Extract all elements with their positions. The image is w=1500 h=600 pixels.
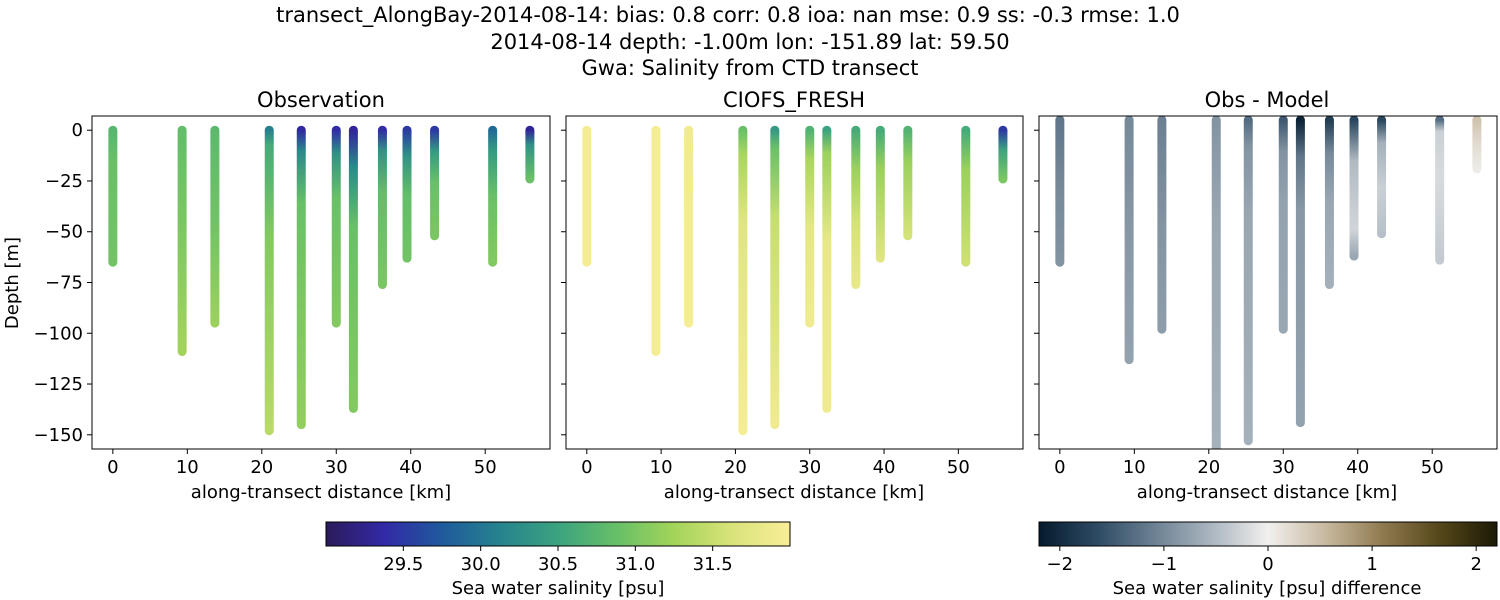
x-tick-label: 40 xyxy=(1346,457,1369,478)
colorbar-tick-label: 30.5 xyxy=(538,554,578,575)
ciofs-fresh-panel-title: CIOFS_FRESH xyxy=(723,88,865,113)
salinity-colorbar-label: Sea water salinity [psu] xyxy=(452,578,665,599)
y-tick-label: −150 xyxy=(34,425,83,446)
colorbar-gradient xyxy=(1038,521,1498,547)
title-line-1: transect_AlongBay-2014-08-14: bias: 0.8 … xyxy=(276,3,1180,28)
ciofs-fresh-panel: CIOFS_FRESH along-transect distance [km]… xyxy=(561,88,1024,503)
axes-frame xyxy=(565,115,1024,450)
x-tick-label: 20 xyxy=(250,457,273,478)
y-tick-label: −75 xyxy=(45,273,83,294)
cast-markers xyxy=(582,125,1008,436)
difference-colorbar-label: Sea water salinity [psu] difference xyxy=(1113,578,1422,599)
obs-minus-model-panel-title: Obs - Model xyxy=(1205,88,1330,112)
colorbar-tick-label: 0 xyxy=(1262,554,1273,575)
x-tick-label: 50 xyxy=(474,457,497,478)
x-tick-label: 30 xyxy=(798,457,821,478)
x-tick-label: 20 xyxy=(1197,457,1220,478)
y-tick-label: −50 xyxy=(45,222,83,243)
cast-markers xyxy=(1055,116,1482,449)
colorbar-tick-label: −2 xyxy=(1047,554,1074,575)
x-tick-label: 10 xyxy=(650,457,673,478)
colorbar-tick-label: 1 xyxy=(1366,554,1377,575)
title-line-3: Gwa: Salinity from CTD transect xyxy=(582,56,919,80)
x-tick-label: 30 xyxy=(325,457,348,478)
title-line-2: 2014-08-14 depth: -1.00m lon: -151.89 la… xyxy=(490,30,1009,54)
x-tick-label: 40 xyxy=(399,457,422,478)
observation-y-axis-label: Depth [m] xyxy=(2,237,23,329)
axes-frame xyxy=(1038,115,1498,450)
observation-panel: Observation along-transect distance [km]… xyxy=(2,88,551,503)
colorbar-tick-label: 31.0 xyxy=(615,554,655,575)
x-tick-label: 50 xyxy=(1421,457,1444,478)
figure-title: transect_AlongBay-2014-08-14: bias: 0.8 … xyxy=(276,3,1180,80)
colorbar-tick-label: 30.0 xyxy=(461,554,501,575)
colorbar-tick-label: 29.5 xyxy=(383,554,423,575)
x-tick-label: 10 xyxy=(1123,457,1146,478)
difference-colorbar: Sea water salinity [psu] difference −2 −1… xyxy=(1038,521,1498,599)
x-tick-label: 30 xyxy=(1272,457,1295,478)
x-tick-label: 10 xyxy=(176,457,199,478)
ciofs-fresh-x-axis-label: along-transect distance [km] xyxy=(664,482,924,503)
y-tick-label: 0 xyxy=(72,120,83,141)
x-tick-label: 40 xyxy=(873,457,896,478)
x-tick-label: 0 xyxy=(107,457,118,478)
colorbar-tick-label: 31.5 xyxy=(693,554,733,575)
obs-minus-model-x-axis-label: along-transect distance [km] xyxy=(1137,482,1397,503)
x-tick-label: 50 xyxy=(947,457,970,478)
salinity-colorbar: Sea water salinity [psu] 29.5 30.0 30.5 31.… xyxy=(325,521,791,599)
obs-minus-model-panel: Obs - Model along-transect distance [km]… xyxy=(1034,88,1498,503)
y-tick-label: −125 xyxy=(34,374,83,395)
colorbar-gradient xyxy=(325,521,791,547)
x-tick-label: 20 xyxy=(724,457,747,478)
cast-markers xyxy=(108,125,535,436)
x-tick-label: 0 xyxy=(581,457,592,478)
x-tick-label: 0 xyxy=(1054,457,1065,478)
y-tick-label: −25 xyxy=(45,171,83,192)
colorbar-tick-label: −1 xyxy=(1151,554,1178,575)
observation-panel-title: Observation xyxy=(257,88,385,112)
colorbar-tick-label: 2 xyxy=(1470,554,1481,575)
axes-frame xyxy=(91,115,551,450)
observation-x-axis-label: along-transect distance [km] xyxy=(191,482,451,503)
y-tick-label: −100 xyxy=(34,323,83,344)
